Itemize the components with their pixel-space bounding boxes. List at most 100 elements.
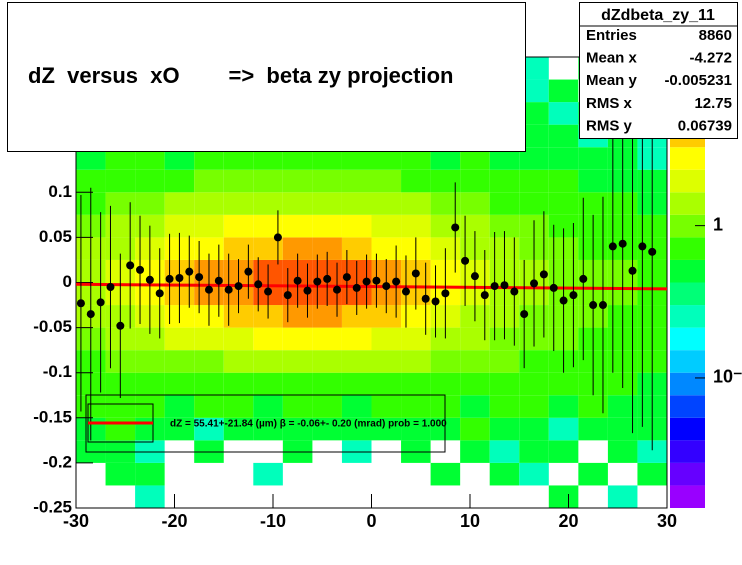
stats-box	[579, 2, 738, 139]
profile-point	[136, 265, 145, 274]
heat-cell	[105, 214, 136, 238]
heat-cell	[401, 327, 431, 351]
heat-cell	[548, 124, 579, 148]
heat-cell	[371, 372, 402, 396]
heat-cell	[401, 395, 431, 418]
y-tick-label: -0.1	[43, 362, 72, 381]
profile-point	[273, 233, 282, 242]
heat-cell	[489, 372, 520, 396]
heat-cell	[194, 417, 224, 441]
heat-cell	[223, 147, 254, 170]
profile-point	[165, 274, 174, 283]
profile-point	[86, 310, 95, 319]
profile-point	[549, 283, 558, 292]
heat-cell	[460, 350, 490, 373]
heat-cell	[105, 237, 136, 260]
heat-cell	[194, 192, 224, 215]
profile-point	[500, 281, 509, 290]
heat-cell	[401, 372, 431, 396]
heat-cell	[489, 350, 520, 373]
profile-point	[352, 283, 361, 292]
palette-band	[670, 327, 705, 351]
x-tick-label: -10	[260, 511, 286, 531]
profile-point	[254, 280, 263, 289]
heat-cell	[312, 372, 342, 396]
profile-point	[520, 310, 529, 319]
heat-cell	[460, 192, 490, 215]
stats-label: Entries	[586, 27, 637, 44]
heat-cell	[164, 372, 195, 396]
heat-cell	[223, 305, 254, 328]
heat-cell	[164, 214, 195, 238]
heat-cell	[135, 327, 165, 351]
heat-cell	[430, 372, 461, 396]
heat-cell	[223, 327, 254, 351]
heat-cell	[489, 169, 520, 193]
heat-cell	[371, 169, 402, 193]
profile-point	[569, 291, 578, 300]
profile-point	[480, 291, 489, 300]
heat-cell	[401, 350, 431, 373]
heat-cell	[430, 350, 461, 373]
palette-band	[670, 395, 705, 418]
heat-cell	[312, 237, 342, 260]
palette-band	[670, 417, 705, 441]
y-tick-label: 0	[63, 272, 72, 291]
heat-cell	[519, 372, 549, 396]
heat-cell	[282, 417, 313, 441]
heat-cell	[341, 305, 372, 328]
heat-cell	[194, 395, 224, 418]
profile-point	[185, 267, 194, 276]
heat-cell	[519, 440, 549, 463]
heat-cell	[135, 485, 165, 508]
heat-cell	[519, 79, 549, 103]
heat-cell	[341, 417, 372, 441]
heat-cell	[253, 169, 283, 193]
profile-point	[214, 276, 223, 285]
heat-cell	[371, 214, 402, 238]
legend-box	[85, 394, 446, 453]
profile-point	[303, 286, 312, 295]
heat-cell	[194, 214, 224, 238]
profile-point	[126, 261, 135, 270]
stats-label: Mean y	[586, 72, 638, 89]
heat-cell	[430, 462, 461, 486]
profile-point	[96, 298, 105, 307]
profile-point	[116, 321, 125, 330]
heat-cell	[519, 102, 549, 125]
heat-cell	[519, 395, 549, 418]
heat-cell	[578, 147, 608, 170]
profile-point	[244, 267, 253, 276]
palette-band	[670, 440, 705, 463]
stats-value: 12.75	[694, 95, 732, 112]
heat-cell	[341, 192, 372, 215]
profile-point	[382, 282, 391, 291]
heat-cell	[223, 214, 254, 238]
x-tick-label: 0	[366, 511, 376, 531]
heat-cell	[371, 327, 402, 351]
heat-cell	[164, 192, 195, 215]
x-tick-label: -20	[161, 511, 187, 531]
heat-cell	[135, 169, 165, 193]
heat-cell	[548, 169, 579, 193]
heat-cell	[401, 214, 431, 238]
palette-band	[670, 282, 705, 306]
heat-cell	[253, 395, 283, 418]
heat-cell	[282, 350, 313, 373]
heat-cell	[548, 214, 579, 238]
heat-cell	[578, 395, 608, 418]
heat-cell	[105, 169, 136, 193]
heat-cell	[548, 102, 579, 125]
heat-cell	[519, 462, 549, 486]
profile-point	[598, 301, 607, 310]
profile-point	[510, 287, 519, 296]
heat-cell	[312, 192, 342, 215]
palette-band	[670, 462, 705, 486]
heat-cell	[164, 327, 195, 351]
heat-cell	[489, 417, 520, 441]
heat-cell	[637, 462, 667, 486]
heat-cell	[105, 147, 136, 170]
heat-cell	[282, 147, 313, 170]
palette-band	[670, 214, 705, 238]
heat-cell	[548, 372, 579, 396]
